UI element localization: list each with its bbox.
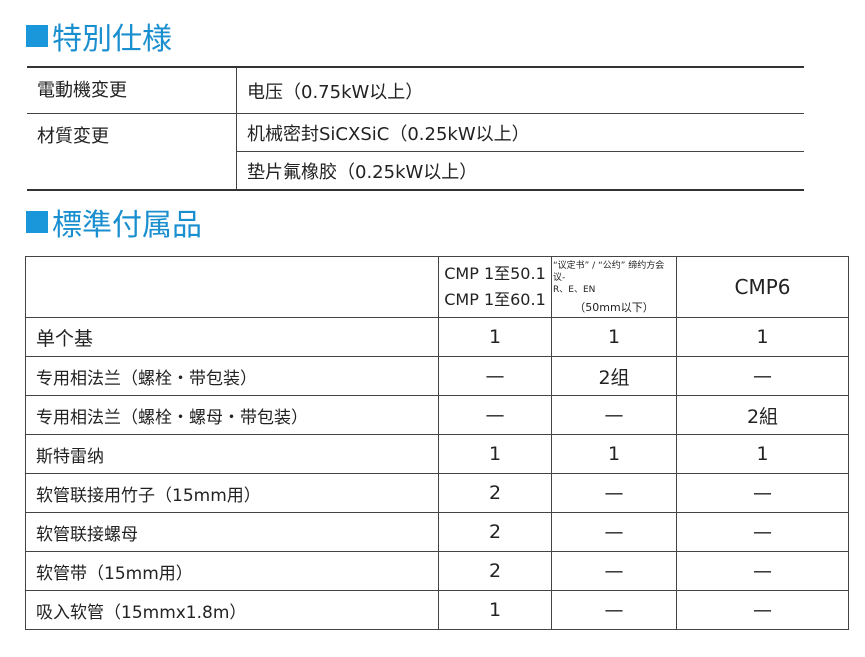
header-line: CMP 1至50.1 — [444, 264, 546, 283]
header-line: “议定书” / “公约” 缔约方会议- — [553, 260, 665, 283]
header-row: CMP 1至50.1 CMP 1至60.1 “议定书” / “公约” 缔约方会议-… — [25, 256, 849, 318]
special-spec-heading: 特別仕様 — [26, 14, 172, 58]
item-name: 软管带（15mm用） — [25, 551, 439, 591]
item-qty: 2組 — [676, 395, 849, 435]
table-row: 单个基 1 1 1 — [25, 317, 849, 357]
item-qty: 1 — [438, 434, 552, 474]
table-row: 垫片氟橡胶（0.25kW以上） — [27, 152, 804, 191]
item-qty: — — [676, 473, 849, 513]
item-qty: — — [551, 473, 677, 513]
accessories-heading: 標準付属品 — [26, 200, 202, 244]
item-qty: — — [676, 512, 849, 552]
item-qty: 2 — [438, 473, 552, 513]
row-label: 電動機変更 — [27, 67, 237, 114]
item-qty: 1 — [551, 317, 677, 357]
header-cmp1: CMP 1至50.1 CMP 1至60.1 — [438, 256, 552, 318]
item-qty: 2 — [438, 551, 552, 591]
row-label: 材質変更 — [27, 113, 237, 191]
table-row: 吸入软管（15mmx1.8m） 1— — — [25, 590, 849, 630]
heading-square-icon — [26, 211, 48, 233]
item-qty: 1 — [676, 434, 849, 474]
table-row: 材質変更 机械密封SiCXSiC（0.25kW以上） — [27, 113, 804, 191]
row-value: 机械密封SiCXSiC（0.25kW以上） — [236, 113, 804, 152]
item-qty: — — [676, 590, 849, 630]
header-protocol: “议定书” / “公约” 缔约方会议- R、E、EN （50mm以下） — [551, 256, 677, 318]
heading-text: 特別仕様 — [52, 22, 172, 57]
row-value: 垫片氟橡胶（0.25kW以上） — [247, 161, 478, 183]
header-empty — [25, 256, 439, 318]
item-qty: 2组 — [551, 356, 677, 396]
item-name: 斯特雷纳 — [25, 434, 439, 474]
item-qty: 1 — [551, 434, 677, 474]
header-line: CMP 1至60.1 — [444, 290, 546, 309]
table-row: 软管联接螺母 2— — — [25, 512, 849, 552]
item-qty: 1 — [438, 590, 552, 630]
table-row: 专用相法兰（螺栓・螺母・带包装） — —2組 — [25, 395, 849, 435]
item-name: 软管联接螺母 — [25, 512, 439, 552]
item-qty: — — [676, 356, 849, 396]
item-qty: — — [551, 590, 677, 630]
item-name: 软管联接用竹子（15mm用） — [25, 473, 439, 513]
item-qty: — — [551, 395, 677, 435]
header-line: （50mm以下） — [574, 300, 654, 314]
item-name: 专用相法兰（螺栓・螺母・带包装） — [25, 395, 439, 435]
item-name: 专用相法兰（螺栓・带包装） — [25, 356, 439, 396]
item-name: 吸入软管（15mmx1.8m） — [25, 590, 439, 630]
table-row: 软管联接用竹子（15mm用） 2— — — [25, 473, 849, 513]
item-qty: — — [438, 356, 552, 396]
special-spec-table: 電動機変更 电压（0.75kW以上） 材質変更 机械密封SiCXSiC（0.25kW… — [27, 66, 804, 191]
table-row: 電動機変更 电压（0.75kW以上） — [27, 67, 804, 114]
item-qty: — — [676, 551, 849, 591]
item-qty: 1 — [676, 317, 849, 357]
table-row: 斯特雷纳 1 1 1 — [25, 434, 849, 474]
item-name: 单个基 — [25, 317, 439, 357]
item-qty: — — [438, 395, 552, 435]
row-value: 电压（0.75kW以上） — [236, 67, 804, 114]
accessories-table: CMP 1至50.1 CMP 1至60.1 “议定书” / “公约” 缔约方会议-… — [25, 256, 849, 630]
item-qty: — — [551, 512, 677, 552]
header-cmp6: CMP6 — [676, 256, 849, 318]
table-row: 专用相法兰（螺栓・带包装） —2组 — — [25, 356, 849, 396]
header-line: R、E、EN — [553, 284, 596, 295]
item-qty: 1 — [438, 317, 552, 357]
item-qty: 2 — [438, 512, 552, 552]
heading-text: 標準付属品 — [52, 208, 202, 243]
heading-square-icon — [26, 25, 48, 47]
table-row: 软管带（15mm用） 2— — — [25, 551, 849, 591]
item-qty: — — [551, 551, 677, 591]
